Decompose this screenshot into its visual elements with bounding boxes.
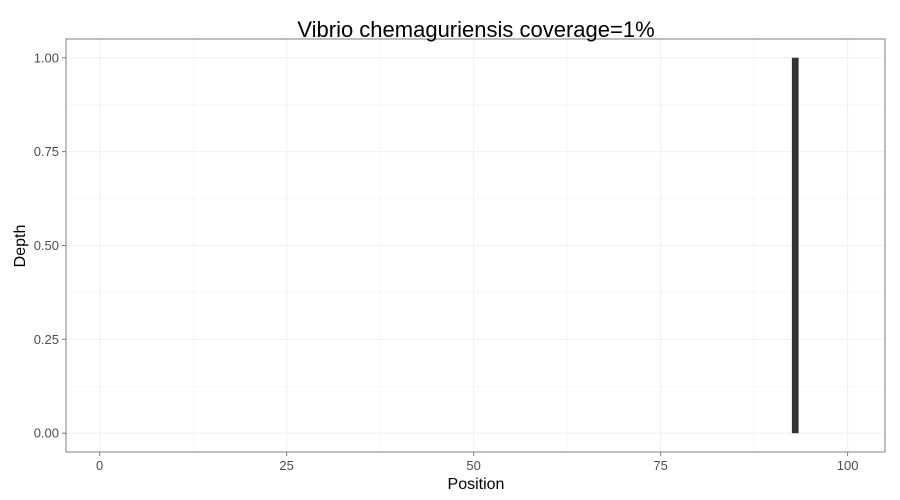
grid-lines bbox=[66, 39, 885, 452]
y-tick-label: 0.25 bbox=[34, 332, 59, 347]
x-axis: 0 25 50 75 100 bbox=[96, 452, 858, 473]
x-tick-label: 0 bbox=[96, 458, 103, 473]
x-tick-label: 100 bbox=[837, 458, 859, 473]
x-tick-label: 25 bbox=[279, 458, 293, 473]
x-tick-label: 75 bbox=[653, 458, 667, 473]
y-axis-title: Depth bbox=[12, 225, 29, 268]
chart-title: Vibrio chemaguriensis coverage=1% bbox=[297, 17, 654, 42]
y-axis: 0.00 0.25 0.50 0.75 1.00 bbox=[34, 50, 66, 441]
y-tick-label: 0.75 bbox=[34, 144, 59, 159]
y-tick-label: 1.00 bbox=[34, 50, 59, 65]
x-axis-title: Position bbox=[448, 476, 505, 493]
y-tick-label: 0.50 bbox=[34, 238, 59, 253]
coverage-bar bbox=[791, 57, 799, 434]
coverage-bars bbox=[791, 57, 799, 434]
y-tick-label: 0.00 bbox=[34, 426, 59, 441]
x-tick-label: 50 bbox=[466, 458, 480, 473]
